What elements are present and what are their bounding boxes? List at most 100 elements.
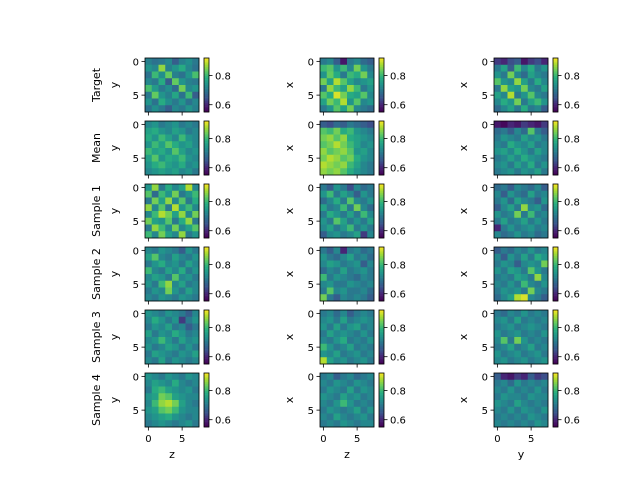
heatmap-cell — [165, 393, 173, 401]
colorbar-frame — [378, 246, 385, 302]
heatmap-cell — [360, 343, 368, 351]
heatmap-cell — [333, 260, 341, 268]
heatmap-cell — [145, 154, 153, 162]
heatmap-cell — [521, 357, 529, 365]
heatmap-cell — [534, 400, 542, 408]
colorbar-segment — [553, 355, 558, 358]
heatmap-cell — [151, 274, 159, 282]
heatmap-cell — [534, 406, 542, 414]
row-label: Sample 4 — [90, 374, 103, 426]
heatmap-cell — [541, 343, 549, 351]
heatmap-cell — [494, 280, 502, 288]
heatmap-cell — [185, 420, 193, 428]
heatmap-cell — [326, 316, 334, 324]
heatmap-cell — [192, 310, 200, 318]
colorbar-segment — [204, 250, 209, 253]
heatmap-cell — [353, 141, 361, 149]
colorbar-segment — [553, 389, 558, 392]
heatmap-cell — [507, 357, 515, 365]
heatmap-cell — [534, 204, 542, 212]
heatmap-cell — [500, 373, 508, 381]
colorbar-segment — [379, 94, 384, 97]
colorbar-segment — [204, 405, 209, 408]
colorbar-segment — [379, 313, 384, 316]
heatmap-cell — [494, 184, 502, 192]
heatmap-cell — [145, 373, 153, 381]
colorbar-frame — [203, 372, 210, 428]
colorbar-segment — [553, 286, 558, 289]
heatmap-cell — [541, 350, 549, 358]
colorbar-segment — [379, 164, 384, 167]
colorbar-segment — [379, 202, 384, 205]
colorbar-segment — [553, 155, 558, 158]
heatmap-cell — [178, 71, 186, 79]
heatmap-cell — [347, 58, 355, 66]
heatmap-cell — [192, 78, 200, 86]
heatmap-cell — [367, 211, 375, 219]
colorbar-segment — [204, 67, 209, 70]
heatmap-cell — [507, 323, 515, 331]
heatmap-cell — [165, 247, 173, 255]
heatmap-cell — [151, 197, 159, 205]
heatmap-cell — [521, 197, 529, 205]
heatmap-cell — [347, 168, 355, 176]
heatmap-cell — [145, 247, 153, 255]
y-axis-label: x — [283, 270, 296, 277]
heatmap-cell — [145, 280, 153, 288]
colorbar-segment — [204, 65, 209, 68]
y-tick-label: 5 — [133, 91, 139, 102]
heatmap-cell — [158, 386, 166, 394]
heatmap-cell — [367, 406, 375, 414]
colorbar-tick-label: 0.8 — [564, 198, 580, 209]
colorbar-segment — [553, 281, 558, 284]
heatmap-cell — [178, 379, 186, 387]
heatmap-cell — [185, 64, 193, 72]
heatmap-cell — [192, 224, 200, 232]
heatmap-cell — [514, 274, 522, 282]
heatmap-cell — [521, 217, 529, 225]
colorbar-segment — [379, 268, 384, 271]
colorbar-tick-label: 0.6 — [564, 416, 580, 427]
heatmap-cell — [521, 316, 529, 324]
colorbar-segment — [379, 256, 384, 259]
colorbar-segment — [204, 313, 209, 316]
colorbar-segment — [379, 328, 384, 331]
heatmap-cell — [353, 413, 361, 421]
heatmap-cell — [541, 280, 549, 288]
heatmap-cell — [534, 78, 542, 86]
heatmap-cell — [534, 91, 542, 99]
colorbar-segment — [553, 337, 558, 340]
heatmap-cell — [353, 247, 361, 255]
y-tick-label: 5 — [308, 91, 314, 102]
heatmap-cell — [367, 197, 375, 205]
heatmap-frame — [319, 372, 375, 428]
heatmap-cell — [541, 98, 549, 106]
heatmap-cell — [320, 204, 328, 212]
colorbar-segment — [553, 353, 558, 356]
heatmap-cell — [360, 323, 368, 331]
colorbar-segment — [204, 376, 209, 379]
heatmap-cell — [172, 330, 180, 338]
colorbar-segment — [553, 418, 558, 421]
heatmap-cell — [494, 253, 502, 261]
heatmap-cell — [326, 71, 334, 79]
colorbar-segment — [204, 148, 209, 151]
heatmap-cell — [514, 323, 522, 331]
heatmap-cell — [333, 310, 341, 318]
heatmap-cell — [507, 98, 515, 106]
row-label: Mean — [90, 133, 103, 163]
heatmap-cell — [353, 190, 361, 198]
heatmap-cell — [347, 211, 355, 219]
colorbar-segment — [204, 189, 209, 192]
colorbar-segment — [204, 394, 209, 397]
heatmap-cell — [185, 400, 193, 408]
heatmap-cell — [347, 373, 355, 381]
heatmap-cell — [192, 134, 200, 142]
colorbar-segment — [553, 310, 558, 313]
heatmap-cell — [151, 280, 159, 288]
heatmap-cell — [172, 357, 180, 365]
colorbar-segment — [379, 281, 384, 284]
heatmap-cell — [172, 386, 180, 394]
heatmap-cell — [145, 316, 153, 324]
colorbar-segment — [379, 146, 384, 149]
